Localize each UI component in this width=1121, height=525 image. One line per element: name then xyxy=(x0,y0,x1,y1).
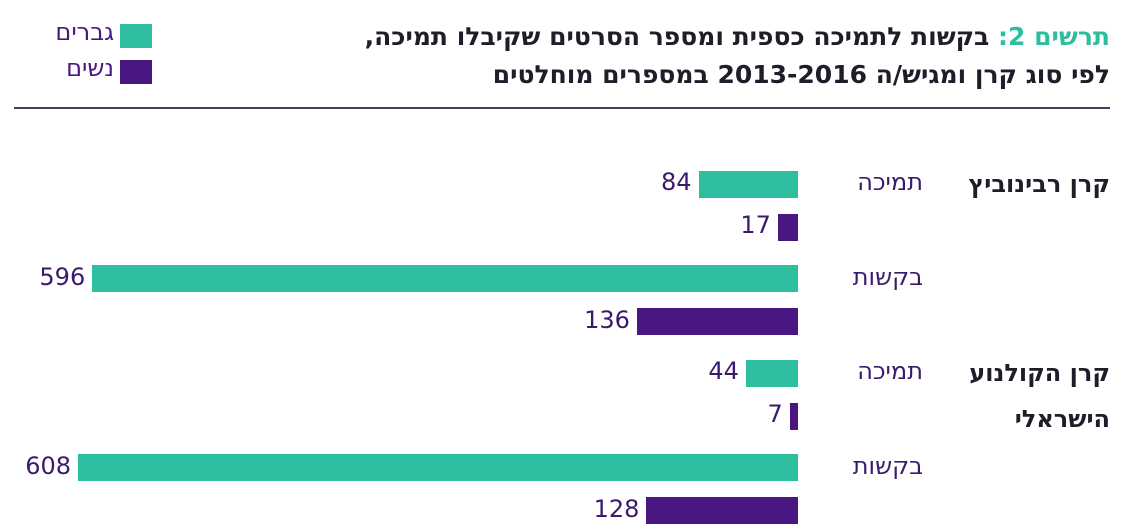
category-label: תמיכה xyxy=(857,168,923,196)
bar xyxy=(777,213,798,241)
title-line: תרשים 2: בקשות לתמיכה כספית ומספר הסרטים… xyxy=(365,22,1110,51)
bar xyxy=(78,454,798,481)
bar xyxy=(92,265,798,292)
group-label: קרן הקולנוע הישראלי xyxy=(969,359,1110,433)
divider xyxy=(14,107,1110,109)
value-label: 7 xyxy=(767,400,783,428)
bar xyxy=(745,359,798,387)
bar xyxy=(789,402,798,430)
value-label: 44 xyxy=(708,357,739,385)
legend-label: נשים xyxy=(66,54,114,82)
title-line: לפי סוג קרן ומגיש/ה 2013-2016 במספרים מו… xyxy=(492,60,1110,89)
value-label: 17 xyxy=(740,211,771,239)
value-label: 136 xyxy=(584,305,630,334)
legend-label: גברים xyxy=(55,18,114,46)
value-label: 84 xyxy=(660,168,692,196)
bar xyxy=(636,308,798,335)
figure-label: תרשים 2: xyxy=(998,22,1110,51)
group-label: קרן רבינוביץ xyxy=(968,170,1110,198)
value-label: 596 xyxy=(39,262,86,291)
value-label: 128 xyxy=(593,494,640,523)
legend-swatch xyxy=(120,24,152,48)
category-label: בקשות xyxy=(852,451,923,480)
legend-swatch xyxy=(120,60,152,84)
value-label: 608 xyxy=(25,451,71,480)
bar xyxy=(646,497,798,524)
category-label: תמיכה xyxy=(857,357,923,385)
title-text: בקשות לתמיכה כספית ומספר הסרטים שקיבלו ת… xyxy=(364,22,990,51)
category-label: בקשות xyxy=(852,262,923,291)
bar xyxy=(698,170,798,198)
